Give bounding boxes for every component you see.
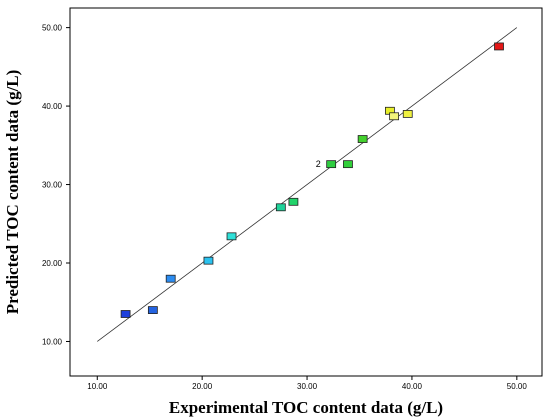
reference-line	[97, 27, 518, 342]
y-axis-title: Predicted TOC content data (g/L)	[3, 70, 22, 315]
y-tick-label: 30.00	[42, 181, 63, 190]
data-point	[402, 110, 413, 118]
x-tick-label: 20.00	[192, 382, 213, 391]
point-count-label: 2	[316, 159, 321, 169]
point-annotations: 2	[316, 159, 321, 169]
data-point	[147, 306, 158, 314]
y-tick-label: 20.00	[42, 259, 63, 268]
x-tick-label: 40.00	[402, 382, 423, 391]
data-point	[120, 310, 131, 318]
data-points	[120, 42, 504, 318]
x-tick-label: 50.00	[507, 382, 528, 391]
plot-frame	[69, 7, 543, 377]
data-point	[165, 274, 176, 283]
y-tick-label: 40.00	[42, 102, 63, 111]
x-tick-label: 10.00	[87, 382, 108, 391]
data-point	[389, 112, 400, 121]
y-tick-label: 50.00	[42, 24, 63, 33]
y-tick-label: 10.00	[42, 337, 63, 346]
data-point	[226, 232, 237, 241]
y-axis-ticks: 10.00 20.00 30.00 40.00 50.00	[42, 24, 70, 346]
data-point	[357, 135, 368, 143]
data-point	[275, 203, 286, 212]
data-point	[326, 160, 337, 169]
data-point	[288, 197, 299, 206]
data-point	[343, 160, 353, 169]
x-axis-title: Experimental TOC content data (g/L)	[169, 398, 443, 417]
data-point	[494, 42, 504, 51]
data-point	[203, 256, 214, 265]
x-tick-label: 30.00	[297, 382, 318, 391]
x-axis-ticks: 10.00 20.00 30.00 40.00 50.00	[87, 376, 527, 391]
